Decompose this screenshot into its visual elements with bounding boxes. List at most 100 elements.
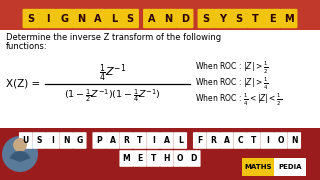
FancyBboxPatch shape [60, 132, 73, 149]
Text: Determine the inverse Z transform of the following: Determine the inverse Z transform of the… [6, 33, 221, 42]
Text: When ROC : $|Z|>\frac{1}{2}$: When ROC : $|Z|>\frac{1}{2}$ [195, 60, 268, 76]
FancyBboxPatch shape [187, 150, 201, 167]
Text: S: S [28, 14, 35, 24]
FancyBboxPatch shape [119, 132, 133, 149]
FancyBboxPatch shape [106, 132, 120, 149]
FancyBboxPatch shape [173, 132, 187, 149]
Circle shape [2, 136, 38, 172]
Text: PEDIA: PEDIA [278, 164, 302, 170]
FancyBboxPatch shape [274, 132, 288, 149]
Text: A: A [224, 136, 230, 145]
Bar [242, 158, 274, 176]
Text: N: N [63, 136, 69, 145]
Text: When ROC : $|Z|>\frac{1}{4}$: When ROC : $|Z|>\frac{1}{4}$ [195, 76, 268, 92]
FancyBboxPatch shape [230, 9, 248, 28]
Text: A: A [164, 136, 170, 145]
FancyBboxPatch shape [160, 9, 177, 28]
Bar [0, 30, 320, 128]
Wedge shape [10, 151, 30, 162]
FancyBboxPatch shape [143, 9, 160, 28]
Text: X(Z) =: X(Z) = [6, 79, 40, 89]
FancyBboxPatch shape [133, 150, 147, 167]
FancyBboxPatch shape [22, 9, 40, 28]
Text: E: E [269, 14, 276, 24]
Text: functions:: functions: [6, 42, 48, 51]
Text: S: S [203, 14, 210, 24]
Text: T: T [251, 136, 256, 145]
Text: L: L [178, 136, 183, 145]
Text: O: O [177, 154, 183, 163]
FancyBboxPatch shape [206, 132, 220, 149]
FancyBboxPatch shape [287, 132, 301, 149]
Text: M: M [284, 14, 293, 24]
Text: A: A [110, 136, 116, 145]
FancyBboxPatch shape [147, 132, 160, 149]
FancyBboxPatch shape [280, 9, 298, 28]
Text: I: I [152, 136, 155, 145]
Text: R: R [210, 136, 216, 145]
FancyBboxPatch shape [260, 132, 274, 149]
FancyBboxPatch shape [32, 132, 46, 149]
Text: T: T [151, 154, 156, 163]
Text: A: A [93, 14, 101, 24]
Text: T: T [137, 136, 142, 145]
FancyBboxPatch shape [39, 9, 56, 28]
Text: C: C [237, 136, 243, 145]
Bar [0, 128, 320, 180]
Text: A: A [148, 14, 156, 24]
FancyBboxPatch shape [160, 132, 173, 149]
FancyBboxPatch shape [122, 9, 139, 28]
Text: I: I [266, 136, 269, 145]
Text: When ROC : $\frac{1}{4}<|Z|<\frac{1}{2}$: When ROC : $\frac{1}{4}<|Z|<\frac{1}{2}$ [195, 92, 282, 108]
Text: O: O [277, 136, 284, 145]
FancyBboxPatch shape [197, 9, 215, 28]
Text: MATHS: MATHS [244, 164, 272, 170]
Bar [0, 0, 320, 30]
Text: F: F [197, 136, 202, 145]
FancyBboxPatch shape [73, 132, 86, 149]
FancyBboxPatch shape [193, 132, 206, 149]
FancyBboxPatch shape [89, 9, 106, 28]
Text: D: D [191, 154, 197, 163]
Text: Y: Y [219, 14, 226, 24]
FancyBboxPatch shape [234, 132, 247, 149]
FancyBboxPatch shape [173, 150, 187, 167]
Text: N: N [77, 14, 85, 24]
Text: $(1-\frac{1}{2}Z^{-1})(1-\frac{1}{4}Z^{-1})$: $(1-\frac{1}{2}Z^{-1})(1-\frac{1}{4}Z^{-… [64, 87, 161, 104]
Text: M: M [122, 154, 130, 163]
Text: $\frac{1}{4}Z^{-1}$: $\frac{1}{4}Z^{-1}$ [99, 62, 126, 84]
FancyBboxPatch shape [247, 132, 260, 149]
Bar [274, 158, 306, 176]
FancyBboxPatch shape [220, 132, 234, 149]
Text: I: I [46, 14, 50, 24]
Text: G: G [76, 136, 83, 145]
Circle shape [13, 138, 27, 152]
FancyBboxPatch shape [176, 9, 194, 28]
FancyBboxPatch shape [72, 9, 90, 28]
Text: S: S [36, 136, 42, 145]
FancyBboxPatch shape [119, 150, 133, 167]
FancyBboxPatch shape [214, 9, 231, 28]
Text: T: T [252, 14, 259, 24]
Text: R: R [123, 136, 129, 145]
Text: S: S [127, 14, 134, 24]
FancyBboxPatch shape [92, 132, 106, 149]
FancyBboxPatch shape [160, 150, 173, 167]
FancyBboxPatch shape [247, 9, 264, 28]
Text: P: P [96, 136, 102, 145]
FancyBboxPatch shape [56, 9, 73, 28]
Text: N: N [291, 136, 298, 145]
FancyBboxPatch shape [147, 150, 160, 167]
Text: D: D [181, 14, 189, 24]
Text: E: E [137, 154, 142, 163]
FancyBboxPatch shape [133, 132, 147, 149]
Text: N: N [164, 14, 172, 24]
Text: L: L [111, 14, 117, 24]
Text: S: S [236, 14, 243, 24]
Text: H: H [164, 154, 170, 163]
Text: I: I [51, 136, 54, 145]
FancyBboxPatch shape [19, 132, 33, 149]
Text: G: G [60, 14, 68, 24]
Text: U: U [23, 136, 29, 145]
FancyBboxPatch shape [46, 132, 60, 149]
